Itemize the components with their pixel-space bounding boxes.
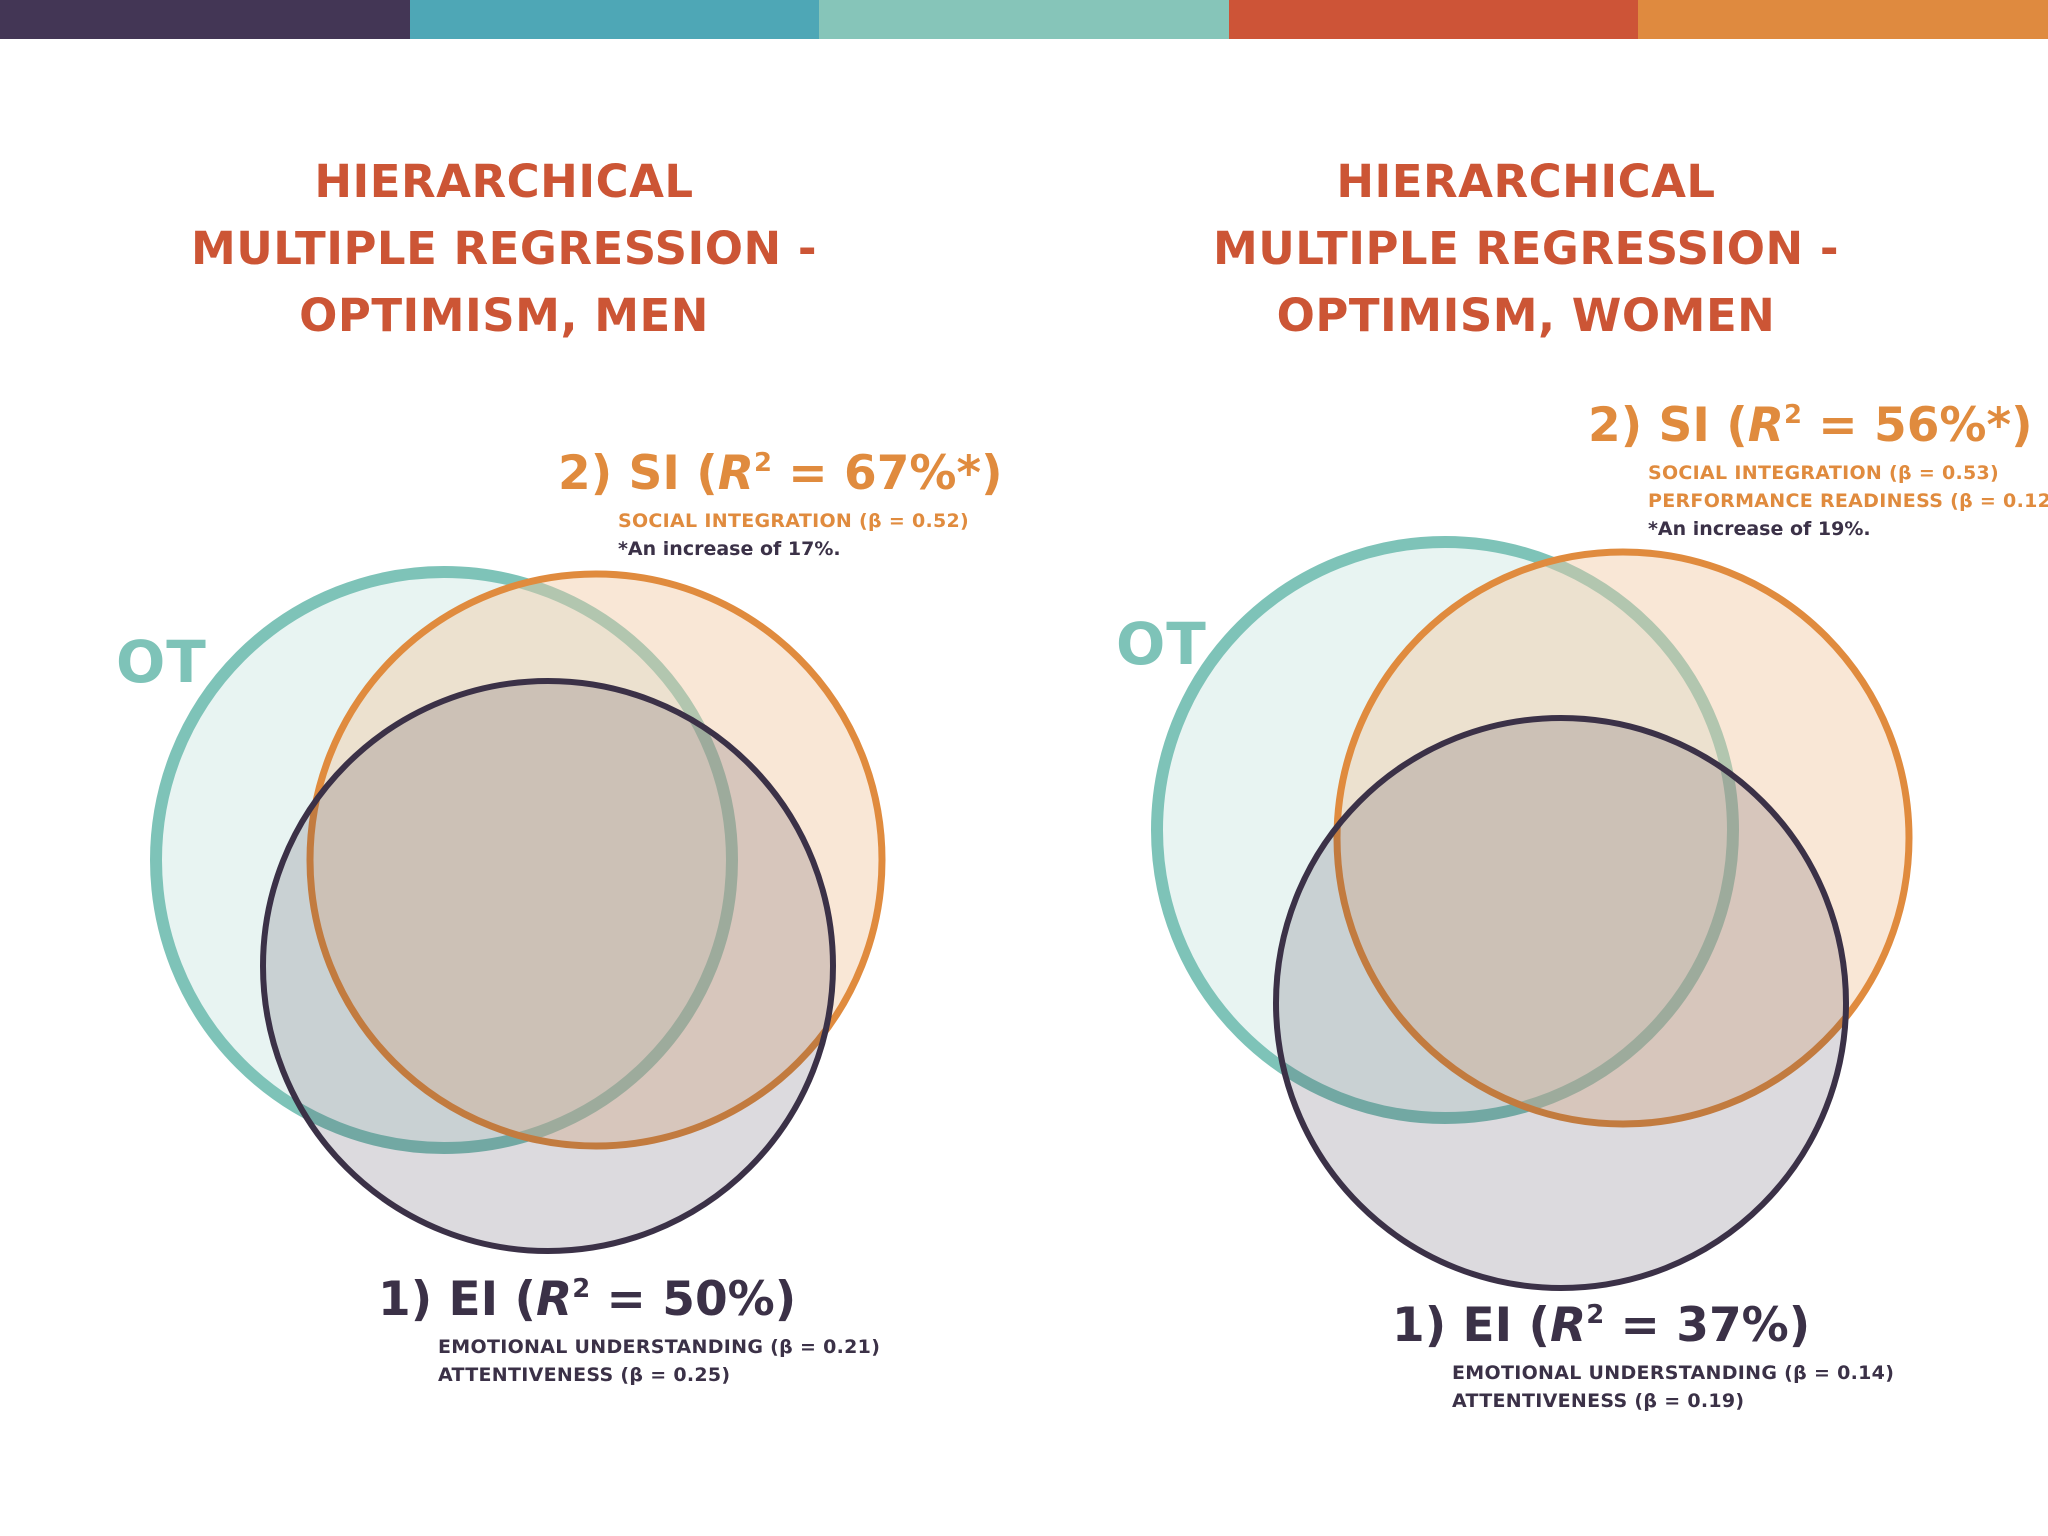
men-ei-block: 1) EI (R2 = 50%) EMOTIONAL UNDERSTANDING… [378,1272,880,1389]
men-ei-heading: 1) EI (R2 = 50%) [378,1272,880,1327]
men-ei-predictor-1: EMOTIONAL UNDERSTANDING (β = 0.21) [438,1333,880,1361]
women-ei-heading: 1) EI (R2 = 37%) [1392,1298,1894,1353]
women-ei-sup: 2 [1586,1300,1604,1330]
women-si-prefix: 2) SI ( [1588,398,1748,453]
women-ei-value: = 37%) [1604,1298,1810,1353]
men-ei-predictor-2: ATTENTIVENESS (β = 0.25) [438,1361,880,1389]
men-ei-sup: 2 [572,1274,590,1304]
women-ot-label: OT [1116,610,1207,678]
women-si-predictor-2: PERFORMANCE READINESS (β = 0.12) [1648,487,2048,515]
women-si-r: R [1748,398,1784,453]
men-si-value: = 67%*) [772,446,1003,501]
men-si-prefix: 2) SI ( [558,446,718,501]
men-ot-label: OT [116,628,207,696]
men-si-block: 2) SI (R2 = 67%*) SOCIAL INTEGRATION (β … [558,446,1003,563]
men-si-r: R [718,446,754,501]
women-ei-circle [1276,718,1846,1288]
women-ei-predictor-2: ATTENTIVENESS (β = 0.19) [1452,1387,1894,1415]
women-si-sup: 2 [1784,400,1802,430]
women-ei-predictor-1: EMOTIONAL UNDERSTANDING (β = 0.14) [1452,1359,1894,1387]
men-si-predictor-1: SOCIAL INTEGRATION (β = 0.52) [618,507,1003,535]
men-ei-prefix: 1) EI ( [378,1272,536,1327]
men-si-heading: 2) SI (R2 = 67%*) [558,446,1003,501]
women-ei-prefix: 1) EI ( [1392,1298,1550,1353]
women-ei-block: 1) EI (R2 = 37%) EMOTIONAL UNDERSTANDING… [1392,1298,1894,1415]
women-ei-r: R [1550,1298,1586,1353]
men-si-note: *An increase of 17%. [618,535,1003,563]
women-si-heading: 2) SI (R2 = 56%*) [1588,398,2048,453]
women-si-predictor-1: SOCIAL INTEGRATION (β = 0.53) [1648,459,2048,487]
men-ei-value: = 50%) [590,1272,796,1327]
women-si-note: *An increase of 19%. [1648,515,2048,543]
women-si-value: = 56%*) [1802,398,2033,453]
men-si-sup: 2 [754,448,772,478]
women-si-block: 2) SI (R2 = 56%*) SOCIAL INTEGRATION (β … [1588,398,2048,543]
men-ei-r: R [536,1272,572,1327]
